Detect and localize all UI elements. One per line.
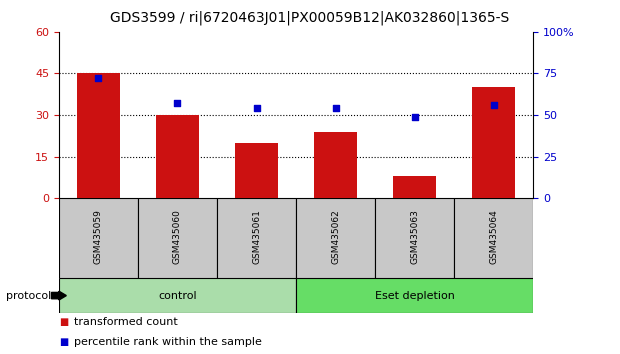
Text: protocol: protocol — [6, 291, 51, 301]
Bar — [472, 87, 515, 198]
Text: percentile rank within the sample: percentile rank within the sample — [74, 337, 262, 347]
Text: GSM435062: GSM435062 — [331, 209, 340, 264]
Text: GSM435061: GSM435061 — [252, 209, 261, 264]
Text: ■: ■ — [59, 337, 68, 347]
Bar — [59, 198, 138, 278]
Bar — [217, 198, 296, 278]
Text: Eset depletion: Eset depletion — [374, 291, 454, 301]
Bar — [296, 278, 533, 313]
Point — [330, 105, 340, 111]
Text: GSM435059: GSM435059 — [94, 209, 103, 264]
Bar — [454, 198, 533, 278]
Text: GSM435060: GSM435060 — [173, 209, 182, 264]
Bar — [296, 198, 375, 278]
Bar — [314, 132, 357, 198]
Bar — [138, 198, 217, 278]
Bar — [77, 74, 120, 198]
Text: transformed count: transformed count — [74, 317, 178, 327]
Bar — [235, 143, 278, 198]
Bar — [59, 278, 296, 313]
Text: control: control — [158, 291, 197, 301]
Point — [252, 105, 262, 111]
Text: GSM435063: GSM435063 — [410, 209, 419, 264]
Point — [410, 114, 420, 120]
Point — [489, 102, 498, 108]
Bar — [156, 115, 199, 198]
Bar — [393, 176, 436, 198]
FancyArrow shape — [51, 291, 66, 300]
Text: GSM435064: GSM435064 — [489, 209, 498, 264]
Point — [94, 76, 104, 81]
Bar — [375, 198, 454, 278]
Point — [172, 101, 182, 106]
Text: GDS3599 / ri|6720463J01|PX00059B12|AK032860|1365-S: GDS3599 / ri|6720463J01|PX00059B12|AK032… — [110, 11, 510, 25]
Text: ■: ■ — [59, 317, 68, 327]
